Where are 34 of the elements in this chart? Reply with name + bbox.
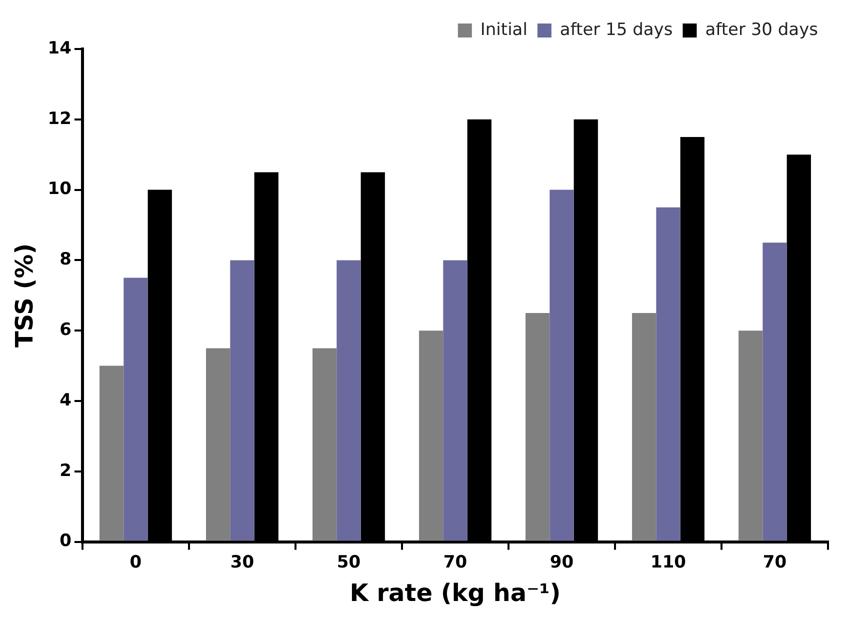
y-tick-label: 6 [60,320,72,340]
x-axis-title: K rate (kg ha⁻¹) [350,578,561,607]
legend-label: Initial [480,20,528,40]
legend-label: after 30 days [705,20,818,40]
x-tick-label: 70 [762,552,787,572]
y-tick-label: 2 [60,460,72,481]
y-tick-label: 4 [60,390,72,410]
bar [206,348,230,541]
x-tick-label: 90 [550,552,574,572]
y-tick-label: 0 [60,531,72,552]
y-tick-label: 10 [48,179,72,200]
bar [124,278,148,541]
bar [526,313,550,541]
bar [336,260,361,541]
y-tick-label: 14 [48,38,72,58]
bar [762,242,787,541]
legend-label: after 15 days [560,20,673,40]
bar [230,260,254,541]
bar [100,366,124,541]
bar [312,348,337,541]
bar [656,207,680,541]
bar [632,313,656,541]
x-tick-label: 30 [230,552,254,572]
x-tick-label: 110 [650,552,686,572]
y-tick-label: 8 [60,250,72,270]
x-tick-label: 50 [336,552,361,572]
bar [738,330,763,541]
x-tick-label: 0 [130,552,142,572]
bar [550,190,574,541]
bar [419,330,444,541]
y-tick-label: 12 [48,108,72,129]
y-axis-title: TSS (%) [10,243,39,348]
bar [443,260,468,541]
x-tick-label: 70 [443,552,468,572]
